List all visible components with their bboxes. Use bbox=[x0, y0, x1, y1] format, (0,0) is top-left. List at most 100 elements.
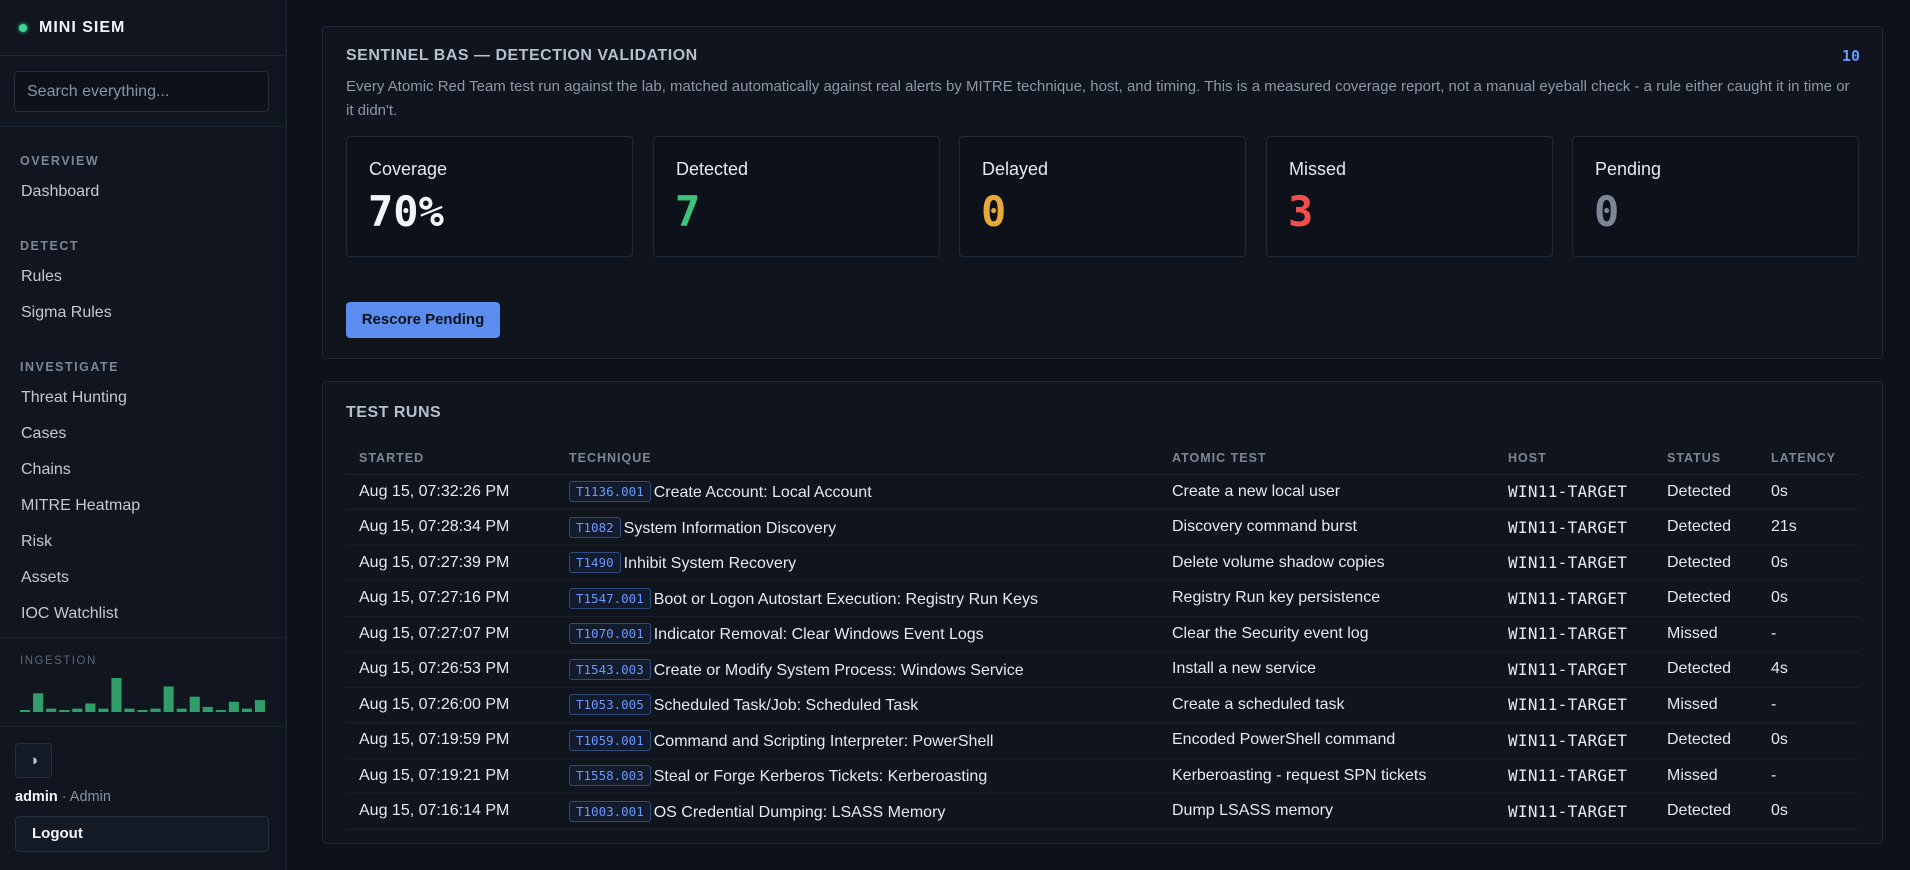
column-header: HOST bbox=[1495, 442, 1654, 475]
technique-cell: T1490 Inhibit System Recovery bbox=[556, 545, 1159, 581]
technique-id-badge[interactable]: T1059.001 bbox=[569, 729, 651, 751]
atomic-test-cell: Install a new service bbox=[1159, 651, 1495, 688]
started-cell: Aug 15, 07:32:26 PM bbox=[346, 474, 556, 510]
stat-value: 0 bbox=[1594, 187, 1620, 236]
atomic-test-cell: Registry Run key persistence bbox=[1159, 580, 1495, 617]
stat-card-detected: Detected 7 bbox=[653, 136, 940, 257]
sidebar-nav: OVERVIEW Dashboard DETECT Rules Sigma Rules I… bbox=[0, 127, 286, 637]
sidebar-item-risk[interactable]: Risk bbox=[21, 533, 53, 550]
technique-id-badge[interactable]: T1558.003 bbox=[569, 765, 651, 787]
host-cell: WIN11-TARGET bbox=[1495, 793, 1654, 830]
started-cell: Aug 15, 07:27:16 PM bbox=[346, 580, 556, 617]
atomic-test-cell: Delete volume shadow copies bbox=[1159, 545, 1495, 581]
user-name: admin bbox=[15, 789, 58, 805]
technique-cell: T1070.001 Indicator Removal: Clear Window… bbox=[556, 616, 1159, 652]
atomic-test-cell: Discovery command burst bbox=[1159, 509, 1495, 546]
started-cell: Aug 15, 07:28:34 PM bbox=[346, 509, 556, 546]
column-header: STATUS bbox=[1654, 442, 1758, 475]
rescore-pending-button[interactable]: Rescore Pending bbox=[346, 302, 500, 338]
ingestion-bar bbox=[137, 710, 148, 712]
ingestion-bar bbox=[215, 710, 226, 712]
sidebar-item-cases[interactable]: Cases bbox=[21, 425, 67, 442]
technique-cell: T1558.003 Steal or Forge Kerberos Tickets… bbox=[556, 758, 1159, 794]
latency-cell: 0s bbox=[1758, 580, 1859, 617]
test-runs-table: STARTED TECHNIQUE ATOMIC TEST HOST STATU… bbox=[346, 442, 1859, 830]
sidebar-item-mitre-heatmap[interactable]: MITRE Heatmap bbox=[21, 497, 141, 514]
stat-value: 3 bbox=[1288, 187, 1314, 236]
technique-id-badge[interactable]: T1136.001 bbox=[569, 481, 651, 503]
technique-id-badge[interactable]: T1070.001 bbox=[569, 623, 651, 645]
ingestion-widget: INGESTION bbox=[0, 637, 286, 727]
technique-cell: T1003.001 OS Credential Dumping: LSASS Me… bbox=[556, 793, 1159, 830]
atomic-test-cell: Clear the Security event log bbox=[1159, 616, 1495, 652]
table-row[interactable]: Aug 15, 07:27:39 PM T1490 Inhibit System R… bbox=[346, 545, 1859, 581]
contrast-icon: ◑ bbox=[28, 752, 39, 769]
technique-name: Command and Scripting Interpreter: Power… bbox=[653, 732, 994, 750]
latency-cell: 21s bbox=[1758, 509, 1859, 546]
started-cell: Aug 15, 07:27:07 PM bbox=[346, 616, 556, 652]
technique-id-badge[interactable]: T1547.001 bbox=[569, 587, 651, 609]
ingestion-bar bbox=[189, 696, 200, 712]
status-cell: Detected bbox=[1654, 722, 1758, 759]
table-row[interactable]: Aug 15, 07:27:16 PM T1547.001 Boot or Logo… bbox=[346, 580, 1859, 617]
search-input[interactable] bbox=[14, 71, 269, 112]
column-header: STARTED bbox=[346, 442, 556, 475]
table-row[interactable]: Aug 15, 07:26:00 PM T1053.005 Scheduled Ta… bbox=[346, 687, 1859, 723]
table-row[interactable]: Aug 15, 07:26:53 PM T1543.003 Create or Mo… bbox=[346, 651, 1859, 688]
sidebar-item-rules[interactable]: Rules bbox=[21, 268, 62, 285]
latency-cell: 0s bbox=[1758, 474, 1859, 510]
stat-value: 70% bbox=[368, 187, 444, 236]
technique-name: Steal or Forge Kerberos Tickets: Kerbero… bbox=[653, 768, 988, 786]
atomic-test-cell: Create a scheduled task bbox=[1159, 687, 1495, 723]
status-cell: Detected bbox=[1654, 793, 1758, 830]
stat-cards: Coverage 70% Detected 7 Delayed 0 Missed… bbox=[346, 136, 1859, 257]
ingestion-bar bbox=[163, 686, 174, 712]
user-role: · Admin bbox=[57, 789, 111, 805]
user-info: admin · Admin bbox=[15, 789, 111, 805]
column-header: ATOMIC TEST bbox=[1159, 442, 1495, 475]
table-row[interactable]: Aug 15, 07:19:21 PM T1558.003 Steal or For… bbox=[346, 758, 1859, 794]
technique-id-badge[interactable]: T1082 bbox=[569, 516, 621, 538]
brand: MINI SIEM bbox=[0, 0, 286, 56]
technique-id-badge[interactable]: T1490 bbox=[569, 552, 621, 574]
sidebar-item-assets[interactable]: Assets bbox=[21, 569, 70, 586]
logout-button[interactable]: Logout bbox=[15, 816, 269, 852]
theme-toggle-button[interactable]: ◑ bbox=[15, 743, 52, 778]
sidebar-item-chains[interactable]: Chains bbox=[21, 461, 71, 478]
sidebar-item-ioc-watchlist[interactable]: IOC Watchlist bbox=[21, 605, 119, 622]
column-header: LATENCY bbox=[1758, 442, 1859, 475]
nav-section-label: OVERVIEW bbox=[20, 154, 100, 168]
sidebar-item-sigma-rules[interactable]: Sigma Rules bbox=[21, 304, 112, 321]
ingestion-bar bbox=[202, 706, 213, 712]
ingestion-bar bbox=[59, 710, 70, 712]
ingestion-bar bbox=[254, 700, 265, 712]
status-cell: Detected bbox=[1654, 474, 1758, 510]
sidebar-item-threat-hunting[interactable]: Threat Hunting bbox=[21, 389, 127, 406]
ingestion-bar bbox=[72, 708, 83, 712]
ingestion-bar bbox=[241, 708, 252, 712]
technique-id-badge[interactable]: T1543.003 bbox=[569, 658, 651, 680]
table-row[interactable]: Aug 15, 07:27:07 PM T1070.001 Indicator Re… bbox=[346, 616, 1859, 652]
stat-label: Pending bbox=[1595, 159, 1662, 179]
latency-cell: - bbox=[1758, 687, 1859, 723]
table-row[interactable]: Aug 15, 07:19:59 PM T1059.001 Command and … bbox=[346, 722, 1859, 759]
technique-cell: T1059.001 Command and Scripting Interpret… bbox=[556, 722, 1159, 759]
sidebar: MINI SIEM OVERVIEW Dashboard DETECT Rules Si… bbox=[0, 0, 287, 870]
latency-cell: - bbox=[1758, 616, 1859, 652]
table-row[interactable]: Aug 15, 07:32:26 PM T1136.001 Create Accou… bbox=[346, 474, 1859, 510]
table-row[interactable]: Aug 15, 07:16:14 PM T1003.001 OS Credentia… bbox=[346, 793, 1859, 830]
technique-id-badge[interactable]: T1003.001 bbox=[569, 800, 651, 822]
status-cell: Missed bbox=[1654, 687, 1758, 723]
technique-cell: T1547.001 Boot or Logon Autostart Executi… bbox=[556, 580, 1159, 617]
host-cell: WIN11-TARGET bbox=[1495, 580, 1654, 617]
brand-name: MINI SIEM bbox=[39, 18, 126, 36]
status-cell: Detected bbox=[1654, 580, 1758, 617]
ingestion-label: INGESTION bbox=[20, 655, 97, 667]
nav-section-label: INVESTIGATE bbox=[20, 360, 119, 374]
table-row[interactable]: Aug 15, 07:28:34 PM T1082 System Informati… bbox=[346, 509, 1859, 546]
atomic-test-cell: Encoded PowerShell command bbox=[1159, 722, 1495, 759]
sidebar-item-dashboard[interactable]: Dashboard bbox=[21, 183, 100, 200]
panel-title: SENTINEL BAS — DETECTION VALIDATION bbox=[346, 47, 698, 64]
technique-id-badge[interactable]: T1053.005 bbox=[569, 694, 651, 716]
status-cell: Detected bbox=[1654, 509, 1758, 546]
